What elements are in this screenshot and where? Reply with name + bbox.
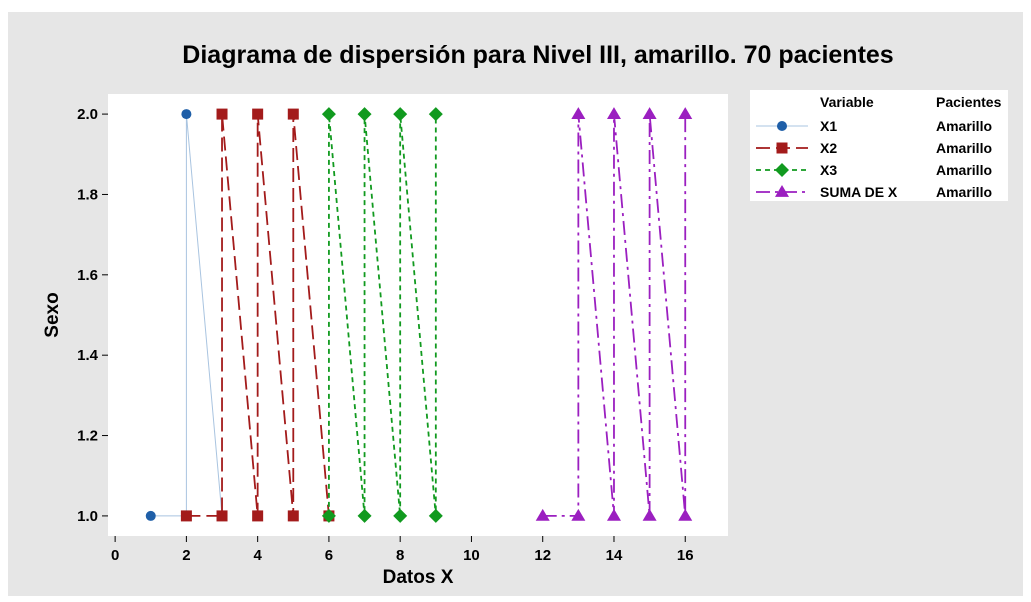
data-point-suma-de-x [678,107,693,119]
y-tick-label: 1.2 [77,428,98,445]
data-point-x2 [252,108,264,120]
legend-marker-x1 [777,121,787,131]
legend-header-variable: Variable [820,94,874,110]
data-point-x1 [145,510,156,521]
legend-entry-suma-de-x: SUMA DE X Amarillo [756,184,992,200]
axes: 0 2 4 6 8 10 12 14 16 1.0 1.2 1.4 1.6 1.8 2.0 [77,106,693,564]
legend-group-x1: Amarillo [936,118,992,134]
legend-entry-x1: X1 Amarillo [756,118,992,134]
data-point-x1 [181,109,192,120]
y-tick-label: 1.4 [77,347,99,364]
data-point-x3 [357,107,372,122]
data-point-x2 [216,510,228,522]
legend-marker-x2 [776,142,788,154]
data-point-x3 [393,107,408,122]
x-tick-label: 16 [677,547,694,564]
data-point-x2 [252,510,264,522]
legend-marker-x3 [775,163,789,177]
y-axis-label: Sexo [42,292,63,337]
series-suma-de-x [535,107,693,521]
legend-group-suma-de-x: Amarillo [936,184,992,200]
legend-marker-suma-de-x [775,185,789,197]
data-point-suma-de-x [642,107,657,119]
data-point-x2 [180,510,192,522]
data-point-suma-de-x [535,508,550,521]
legend-group-x2: Amarillo [936,140,992,156]
legend-label-suma-de-x: SUMA DE X [820,184,898,200]
legend-header-group: Pacientes [936,94,1002,110]
series-line-x1 [150,114,223,517]
legend-entry-x2: X2 Amarillo [756,140,992,156]
series-layer [145,107,693,523]
y-tick-label: 2.0 [77,106,98,123]
chart-title: Diagrama de dispersión para Nivel III, a… [182,41,893,69]
legend-label-x3: X3 [820,162,837,178]
data-point-x3 [428,107,443,122]
x-tick-label: 8 [396,547,404,564]
legend-entries: X1 Amarillo X2 Amarillo X3 Amarillo SUMA DE X A… [756,118,992,200]
x-tick-label: 10 [463,547,480,564]
data-point-suma-de-x [678,508,693,521]
x-tick-label: 0 [111,547,119,564]
plot-area [108,94,728,536]
series-line-x2 [186,114,330,517]
data-point-suma-de-x [606,107,621,119]
data-point-suma-de-x [571,508,586,521]
data-point-suma-de-x [606,508,621,521]
scatter-chart: Diagrama de dispersión para Nivel III, a… [42,41,1008,588]
x-axis-label: Datos X [383,567,454,588]
data-point-x3 [321,107,336,122]
data-point-x2 [287,108,299,120]
y-tick-label: 1.6 [77,267,98,284]
data-point-x2 [216,108,228,120]
legend-group-x3: Amarillo [936,162,992,178]
legend-label-x1: X1 [820,118,837,134]
y-tick-label: 1.8 [77,186,98,203]
legend-entry-x3: X3 Amarillo [756,162,992,178]
data-point-suma-de-x [642,508,657,521]
legend-label-x2: X2 [820,140,837,156]
series-line-x3 [328,114,437,516]
data-point-suma-de-x [571,107,586,119]
x-tick-label: 4 [253,547,262,564]
x-tick-label: 14 [606,547,623,564]
chart-frame: Diagrama de dispersión para Nivel III, a… [8,12,1023,596]
data-point-x2 [287,510,299,522]
x-tick-label: 2 [182,547,190,564]
x-tick-label: 12 [534,547,551,564]
x-tick-label: 6 [325,547,333,564]
y-tick-label: 1.0 [77,508,98,525]
legend-box [750,90,1008,201]
